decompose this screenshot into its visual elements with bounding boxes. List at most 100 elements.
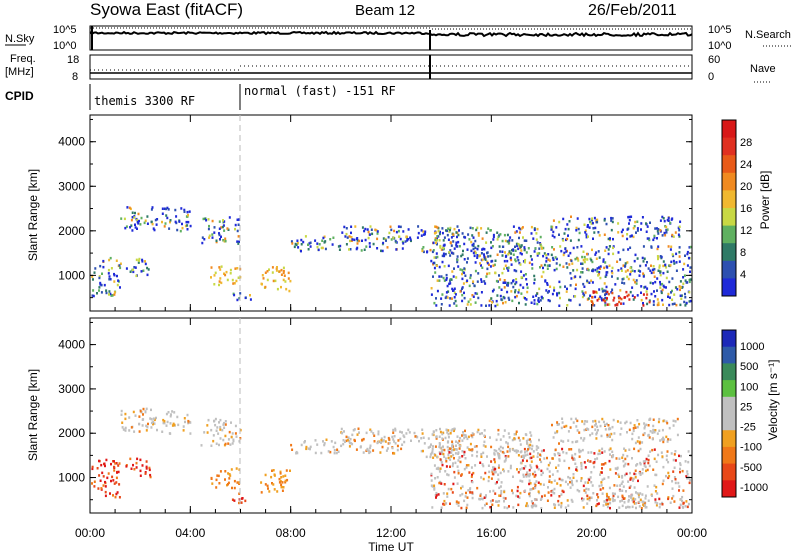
echo-cell	[643, 422, 646, 425]
echo-cell	[507, 242, 510, 245]
echo-cell	[514, 245, 516, 248]
y-tick-label: 3000	[58, 179, 85, 193]
echo-cell	[461, 253, 464, 256]
echo-cell	[657, 228, 660, 231]
echo-cell	[466, 503, 469, 507]
echo-cell	[497, 504, 500, 507]
echo-cell	[605, 503, 608, 506]
echo-cell	[533, 228, 536, 232]
echo-cell	[679, 280, 682, 283]
echo-cell	[526, 290, 529, 294]
echo-cell	[555, 226, 558, 229]
echo-cell	[620, 482, 623, 485]
echo-cell	[652, 428, 655, 432]
echo-cell	[224, 434, 227, 438]
echo-cell	[647, 267, 650, 270]
echo-cell	[625, 290, 628, 294]
echo-cell	[601, 417, 604, 421]
echo-cell	[439, 244, 442, 248]
echo-cell	[661, 215, 664, 219]
echo-cell	[613, 432, 616, 435]
echo-cell	[147, 422, 149, 426]
echo-cell	[449, 226, 452, 230]
echo-cell	[444, 436, 447, 440]
echo-cell	[647, 458, 650, 462]
echo-cell	[491, 290, 494, 293]
echo-cell	[640, 291, 642, 294]
echo-cell	[566, 237, 569, 241]
echo-cell	[432, 241, 435, 245]
echo-cell	[634, 253, 637, 257]
echo-cell	[203, 431, 206, 434]
echo-cell	[470, 240, 473, 244]
echo-cell	[636, 463, 639, 466]
echo-cell	[517, 471, 520, 474]
echo-cell	[104, 494, 107, 498]
echo-cell	[634, 281, 637, 284]
echo-cell	[547, 463, 550, 467]
echo-cell	[516, 468, 518, 471]
echo-cell	[678, 285, 681, 288]
echo-cell	[511, 248, 513, 252]
colorbar-tick-label: 16	[740, 203, 752, 215]
echo-cell	[595, 433, 598, 436]
echo-cell	[689, 266, 692, 269]
echo-cell	[662, 419, 665, 423]
echo-cell	[394, 429, 397, 432]
echo-cell	[230, 468, 233, 471]
echo-cell	[503, 451, 506, 455]
y-tick-label: 3000	[58, 382, 85, 396]
echo-cell	[364, 238, 367, 242]
echo-cell	[471, 473, 473, 477]
echo-cell	[606, 499, 609, 502]
echo-cell	[205, 219, 208, 222]
echo-cell	[445, 502, 448, 505]
echo-cell	[682, 502, 685, 505]
echo-cell	[573, 458, 576, 461]
echo-cell	[558, 304, 561, 307]
echo-cell	[552, 219, 555, 222]
echo-cell	[463, 499, 466, 503]
echo-cell	[206, 424, 209, 427]
echo-cell	[583, 428, 586, 432]
echo-cell	[653, 290, 655, 293]
echo-cell	[461, 293, 464, 297]
echo-cell	[449, 228, 451, 232]
echo-cell	[508, 447, 511, 451]
echo-cell	[677, 481, 680, 485]
echo-cell	[507, 266, 510, 269]
echo-cell	[626, 505, 629, 509]
echo-cell	[156, 218, 159, 221]
freq-panel: Freq. [MHz] 18 8 60 0 Nave	[5, 53, 776, 83]
echo-cell	[403, 440, 406, 444]
echo-cell	[448, 251, 451, 254]
echo-cell	[523, 456, 525, 459]
echo-cell	[115, 481, 118, 484]
echo-cell	[150, 208, 153, 211]
echo-cell	[575, 466, 578, 469]
freq-label-line1: Freq.	[10, 53, 36, 65]
echo-cell	[680, 454, 682, 458]
echo-cell	[652, 468, 655, 471]
echo-cell	[519, 443, 522, 446]
echo-cell	[521, 480, 524, 483]
echo-cell	[540, 469, 543, 473]
echo-cell	[662, 260, 665, 263]
echo-cell	[399, 225, 402, 229]
echo-cell	[590, 259, 593, 262]
echo-cell	[187, 220, 190, 224]
echo-cell	[521, 455, 524, 459]
echo-cell	[567, 475, 570, 479]
echo-cell	[624, 473, 626, 477]
echo-cell	[515, 494, 518, 498]
echo-cell	[605, 271, 608, 274]
echo-cell	[611, 275, 613, 278]
echo-cell	[499, 278, 502, 281]
echo-cell	[218, 482, 221, 485]
echo-cell	[512, 475, 514, 478]
echo-cell	[587, 459, 589, 462]
echo-cell	[128, 416, 131, 419]
echo-cell	[536, 254, 539, 257]
echo-cell	[474, 269, 477, 273]
